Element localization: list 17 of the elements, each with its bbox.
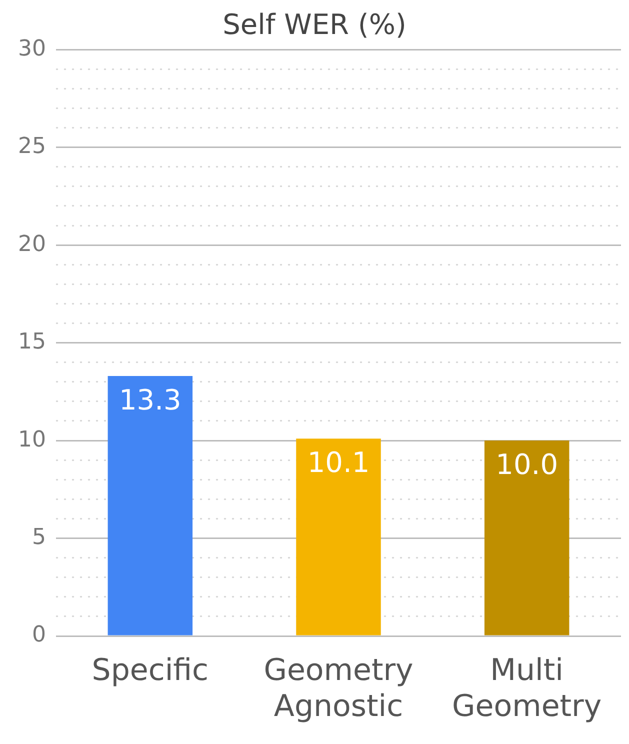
chart-title: Self WER (%): [222, 8, 406, 42]
y-tick-label: 15: [18, 330, 46, 355]
bar: [484, 440, 570, 636]
bar: [296, 438, 381, 636]
y-tick-label: 10: [18, 427, 46, 452]
data-label: 13.3: [118, 383, 182, 416]
y-tick-label: 25: [18, 134, 46, 160]
x-tick-label: Specific: [92, 652, 209, 688]
data-label: 10.1: [307, 446, 370, 479]
y-tick-label: 20: [18, 232, 46, 257]
y-tick-label: 0: [32, 622, 46, 648]
bar: [108, 376, 193, 636]
x-tick-label: Multi Geometry: [452, 652, 602, 724]
y-tick-label: 30: [18, 36, 46, 62]
x-tick-label: Geometry Agnostic: [264, 652, 414, 724]
data-label: 10.0: [496, 448, 558, 481]
y-tick-label: 5: [32, 524, 46, 550]
